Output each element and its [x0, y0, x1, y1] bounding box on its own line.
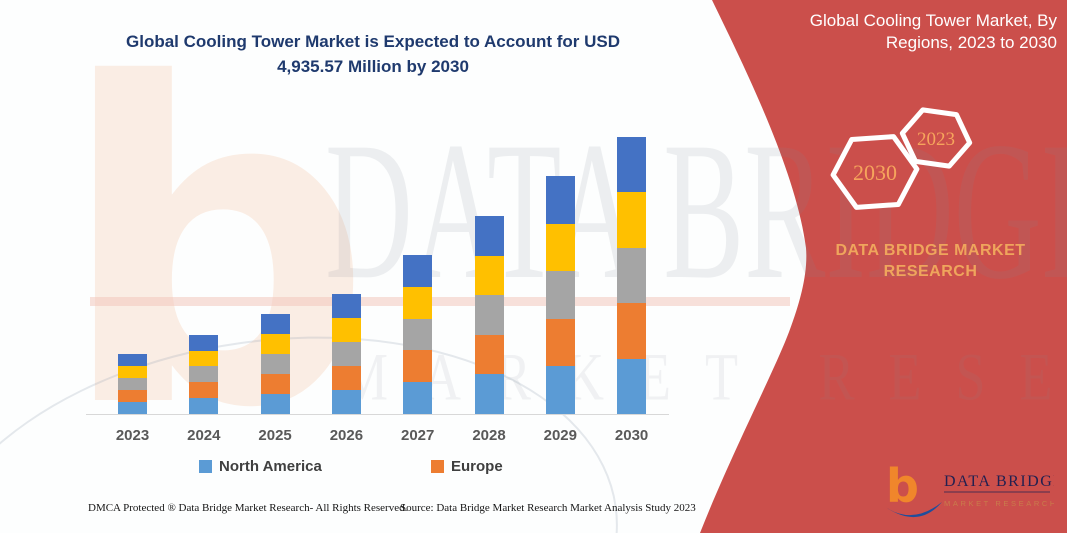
- bar-segment: [331, 342, 361, 367]
- bar-segment: [118, 402, 147, 414]
- logo-swoosh-icon: [884, 502, 942, 518]
- bar-segment: [474, 216, 504, 256]
- footer-dmca-text: DMCA Protected ® Data Bridge Market Rese…: [88, 502, 408, 514]
- panel-title: Global Cooling Tower Market, By Regions,…: [809, 11, 1057, 53]
- legend-label-europe: Europe: [451, 458, 503, 475]
- bar-segment: [403, 286, 433, 319]
- bar-segment: [260, 354, 290, 374]
- bar-segment: [331, 318, 361, 343]
- x-axis-line: [86, 414, 669, 415]
- x-axis-label: 2025: [258, 427, 292, 444]
- bar-segment: [189, 334, 219, 351]
- bar-segment: [260, 374, 290, 394]
- bar-segment: [617, 136, 647, 193]
- x-axis-label: 2024: [187, 427, 221, 444]
- legend-swatch-europe: [431, 460, 444, 473]
- bar-segment: [118, 390, 147, 402]
- legend-item-europe: Europe: [431, 458, 503, 475]
- logo-brand-name: DATA BRIDGE: [944, 473, 1054, 490]
- footer-source-text: Source: Data Bridge Market Research Mark…: [400, 502, 696, 514]
- legend-item-north-america: North America: [199, 458, 322, 475]
- bar-segment: [331, 294, 361, 319]
- watermark-market-research-text: MARKET RESEARCH: [340, 339, 1067, 415]
- logo-b-icon: b: [886, 460, 919, 513]
- bar-segment: [403, 255, 433, 287]
- data-bridge-logo: b DATA BRIDGE MARKET RESEARCH: [884, 460, 1054, 518]
- bar-segment: [189, 398, 219, 414]
- legend-label-north-america: North America: [219, 458, 322, 475]
- watermark-data-bridge-text: DATA BRIDGE: [325, 101, 1067, 320]
- bar-segment: [617, 247, 647, 304]
- decorative-stripe: [90, 297, 790, 306]
- bar-segment: [617, 192, 647, 248]
- x-axis-label: 2030: [614, 427, 649, 444]
- bar-segment: [545, 318, 575, 367]
- bar-segment: [545, 271, 575, 319]
- bar-segment: [545, 366, 575, 414]
- bar-segment: [331, 366, 361, 390]
- bar-segment: [545, 223, 575, 272]
- bar-segment: [545, 176, 575, 224]
- bar-segment: [403, 318, 433, 351]
- legend-swatch-north-america: [199, 460, 212, 473]
- bar-segment: [189, 350, 219, 367]
- bar-segment: [189, 382, 219, 399]
- bar-segment: [403, 382, 433, 414]
- hexagon-2030-label: 2030: [853, 160, 897, 185]
- bar-segment: [331, 390, 361, 414]
- hexagon-2023: [899, 107, 973, 169]
- bar-segment: [617, 358, 647, 414]
- hexagon-2030: [830, 134, 920, 210]
- x-axis-label: 2028: [472, 427, 506, 444]
- chart-title: Global Cooling Tower Market is Expected …: [126, 32, 620, 76]
- bar-segment: [617, 303, 647, 359]
- logo-subtitle: MARKET RESEARCH: [944, 499, 1054, 508]
- bar-segment: [260, 334, 290, 354]
- bar-segment: [189, 366, 219, 383]
- x-axis-label: 2023: [115, 427, 150, 444]
- x-axis-label: 2029: [543, 427, 577, 444]
- year-hexagons: 2023 2030: [830, 107, 973, 210]
- bar-segment: [260, 314, 290, 334]
- bar-segment: [260, 394, 290, 414]
- bar-segment: [403, 350, 433, 383]
- bar-segment: [474, 255, 504, 296]
- x-axis-label: 2027: [401, 427, 435, 444]
- hexagon-2023-label: 2023: [917, 129, 955, 150]
- bar-segment: [118, 378, 147, 390]
- bar-segment: [474, 295, 504, 335]
- panel-brand-text: DATA BRIDGE MARKET RESEARCH: [835, 242, 1026, 280]
- bar-segment: [474, 374, 504, 414]
- x-axis-label: 2026: [329, 427, 364, 444]
- bar-segment: [118, 366, 147, 378]
- bar-segment: [118, 354, 147, 366]
- bar-segment: [474, 334, 504, 375]
